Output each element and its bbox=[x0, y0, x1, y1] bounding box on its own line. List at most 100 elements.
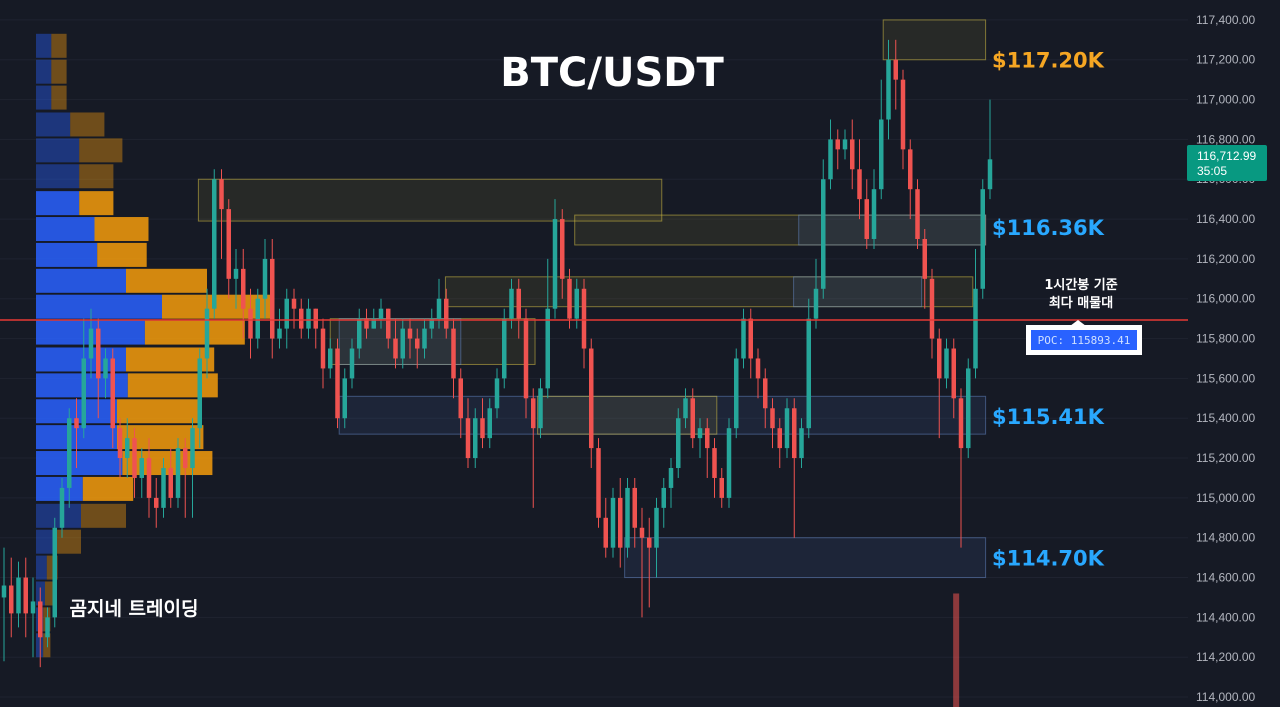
volume-profile-sell-bar bbox=[51, 59, 67, 84]
volume-profile-buy-bar bbox=[36, 191, 80, 216]
volume-profile-buy-bar bbox=[36, 242, 98, 267]
candle-up bbox=[371, 318, 376, 329]
level-label: $115.41K bbox=[992, 405, 1105, 429]
volume-profile-sell-bar bbox=[79, 164, 114, 189]
candle-up bbox=[806, 318, 811, 429]
candle-down bbox=[320, 328, 326, 369]
level-label: $114.70K bbox=[992, 547, 1105, 571]
volume-profile-buy-bar bbox=[36, 633, 44, 658]
current-price: 116,712.99 bbox=[1197, 149, 1256, 163]
candle-down bbox=[146, 458, 152, 498]
candle-up bbox=[944, 348, 949, 379]
candle-down bbox=[792, 408, 797, 459]
candle-up bbox=[509, 288, 514, 319]
volume-profile-sell-bar bbox=[81, 503, 126, 528]
candle-up bbox=[349, 348, 355, 379]
price-axis-bg bbox=[1188, 0, 1280, 707]
candle-up bbox=[52, 527, 57, 618]
candle-down bbox=[632, 487, 637, 528]
volume-profile-sell-bar bbox=[126, 268, 207, 293]
volume-profile-sell-bar bbox=[127, 373, 218, 398]
candle-down bbox=[154, 497, 159, 508]
y-tick-label: 116,400.00 bbox=[1196, 212, 1255, 226]
candle-up bbox=[190, 428, 195, 469]
candle-down bbox=[690, 398, 695, 439]
volume-profile-sell-bar bbox=[94, 217, 149, 242]
volume-profile-sell-bar bbox=[122, 451, 213, 476]
volume-spike-bar bbox=[953, 593, 960, 707]
poc-fill bbox=[1031, 330, 1137, 350]
volume-profile-buy-bar bbox=[36, 112, 71, 137]
candle-up bbox=[342, 378, 347, 419]
candle-down bbox=[226, 209, 231, 279]
candle-down bbox=[523, 318, 529, 399]
countdown: 35:05 bbox=[1197, 164, 1227, 178]
candle-up bbox=[726, 428, 732, 498]
candle-up bbox=[378, 308, 384, 319]
candle-down bbox=[712, 448, 717, 478]
poc-label: POC: 115893.41 bbox=[1038, 334, 1131, 347]
candle-up bbox=[59, 487, 65, 528]
candle-up bbox=[973, 288, 978, 369]
volume-profile-buy-bar bbox=[36, 451, 123, 476]
candle-down bbox=[719, 477, 724, 498]
candle-down bbox=[864, 199, 869, 239]
candle-up bbox=[980, 189, 985, 289]
candle-down bbox=[23, 577, 28, 614]
volume-profile-buy-bar bbox=[36, 529, 54, 554]
candle-down bbox=[596, 448, 601, 518]
candle-up bbox=[233, 268, 239, 279]
candle-up bbox=[277, 328, 282, 339]
volume-profile-buy-bar bbox=[36, 294, 162, 319]
candle-up bbox=[422, 328, 427, 349]
candle-down bbox=[110, 358, 115, 429]
volume-profile-sell-bar bbox=[82, 476, 134, 501]
candle-up bbox=[88, 328, 94, 359]
current-price-tag: 116,712.99 35:05 bbox=[1187, 145, 1267, 181]
volume-profile-sell-bar bbox=[117, 425, 204, 450]
supply-zone bbox=[882, 19, 987, 61]
candle-up bbox=[697, 428, 703, 439]
candle-up bbox=[197, 358, 202, 429]
demand-zone bbox=[793, 276, 923, 308]
candle-down bbox=[465, 418, 471, 459]
candle-up bbox=[284, 298, 289, 329]
candle-down bbox=[755, 358, 761, 379]
candle-up bbox=[1, 585, 7, 598]
y-tick-label: 117,200.00 bbox=[1196, 53, 1255, 67]
candle-up bbox=[487, 408, 492, 439]
candle-up bbox=[661, 487, 666, 508]
price-axis: 117,400.00 117,200.00 117,000.00 116,800.00… bbox=[1188, 0, 1280, 707]
supply-zone bbox=[197, 178, 663, 222]
volume-profile-sell-bar bbox=[144, 320, 245, 345]
candle-up bbox=[45, 617, 50, 638]
candle-up bbox=[175, 448, 181, 498]
candle-up bbox=[103, 358, 108, 379]
y-tick-label: 114,000.00 bbox=[1196, 690, 1255, 704]
candlestick-series bbox=[1, 39, 993, 668]
candle-up bbox=[610, 497, 616, 548]
candle-up bbox=[125, 438, 130, 459]
poc-badge: POC: 115893.41 bbox=[1026, 320, 1142, 355]
volume-profile-sell-bar bbox=[97, 242, 147, 267]
candle-down bbox=[857, 169, 862, 200]
candle-down bbox=[763, 378, 768, 409]
supply-zone bbox=[537, 395, 718, 435]
candle-up bbox=[306, 308, 311, 329]
candle-up bbox=[255, 298, 260, 339]
candle-up bbox=[473, 418, 478, 459]
candle-down bbox=[922, 238, 927, 279]
candle-up bbox=[494, 378, 500, 409]
volume-profile-buy-bar bbox=[36, 33, 52, 58]
candle-up bbox=[676, 418, 681, 469]
y-tick-label: 115,600.00 bbox=[1196, 371, 1255, 385]
candle-up bbox=[429, 318, 434, 329]
annotation-line1: 1시간봉 기준 bbox=[1044, 277, 1117, 293]
candle-up bbox=[538, 388, 543, 429]
candle-up bbox=[139, 458, 144, 478]
candle-up bbox=[784, 408, 790, 449]
candle-up bbox=[799, 428, 804, 459]
poc-pointer bbox=[1070, 320, 1086, 326]
candle-up bbox=[654, 507, 659, 548]
